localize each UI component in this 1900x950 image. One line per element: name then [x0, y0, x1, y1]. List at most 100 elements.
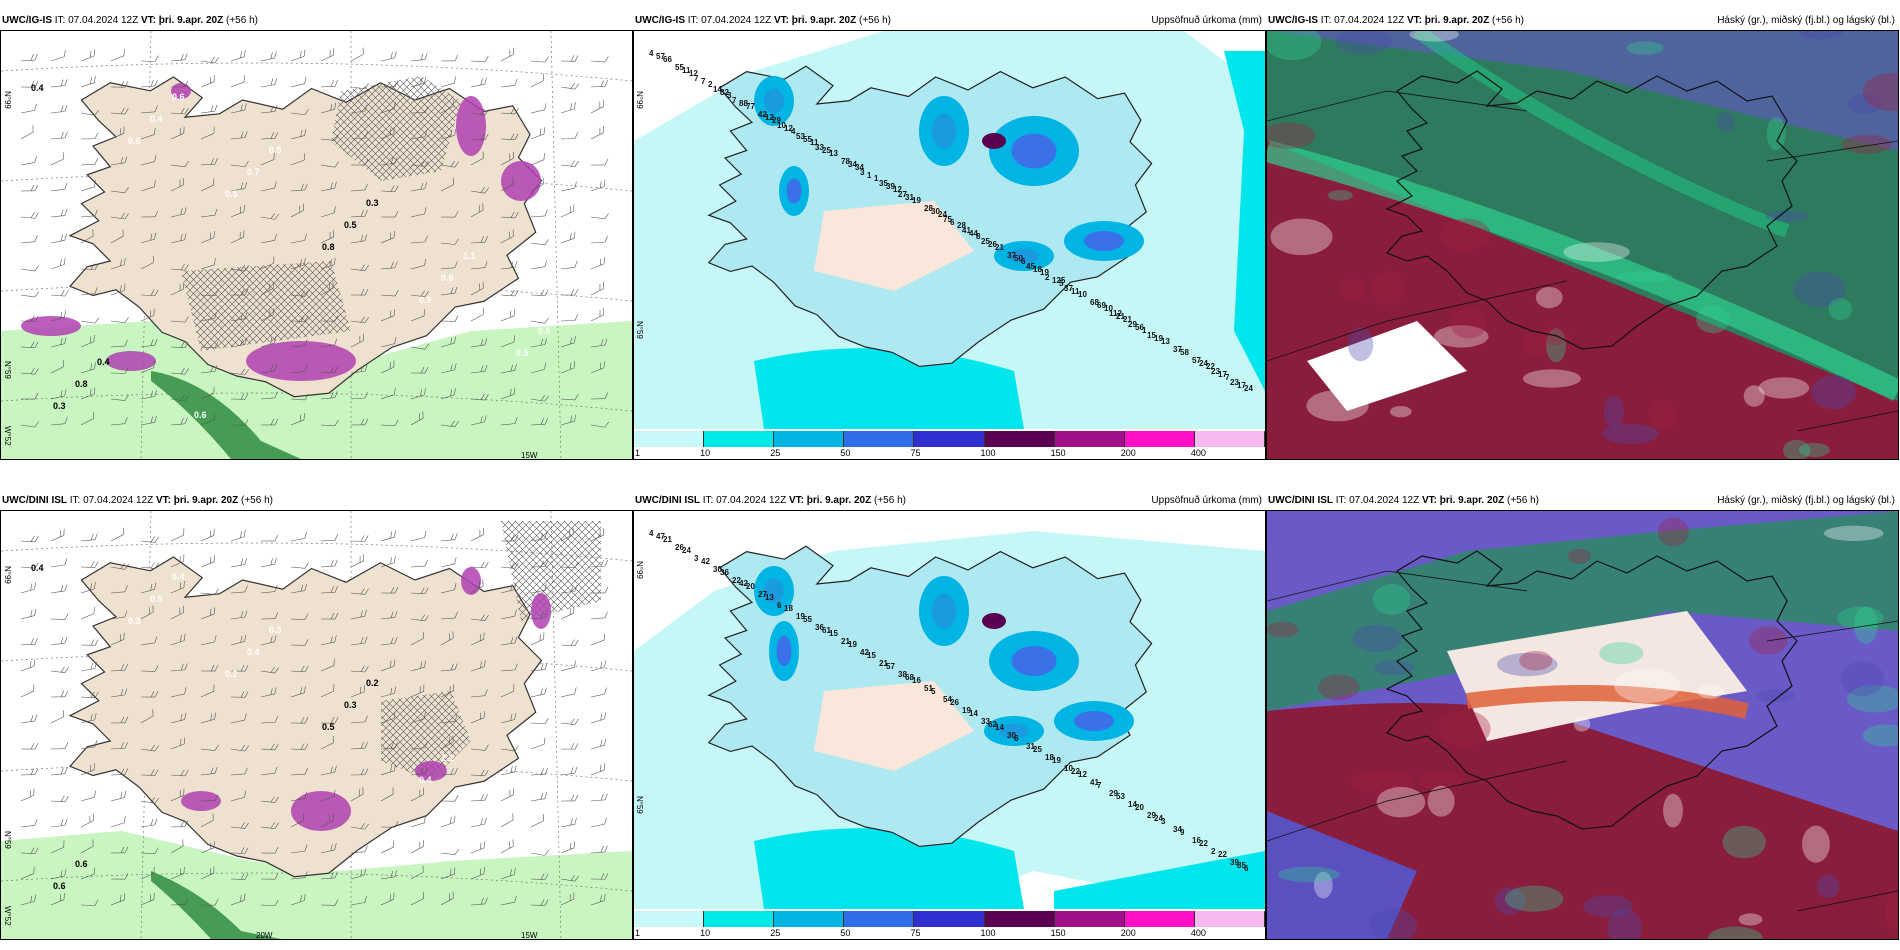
wind-barb: [20, 608, 37, 620]
precip-value-label: 0.9: [560, 304, 573, 314]
wind-barb: [500, 229, 514, 244]
wind-barb: [500, 562, 519, 569]
panel-subtitle: Háský (gr.), miðský (fj.bl.) og lágský (…: [1717, 495, 1895, 506]
cloud-map-canvas: [1267, 31, 1898, 459]
wind-barb: [350, 768, 369, 776]
wind-barb: [290, 813, 304, 828]
wind-barb: [110, 663, 128, 672]
wind-barb: [200, 588, 219, 595]
colorbar-tick: 75: [910, 448, 921, 458]
precip-value-label: 18: [784, 604, 793, 613]
precip-value-label: 55: [803, 615, 812, 624]
wind-barb: [230, 160, 249, 167]
iceland-outline: [1385, 550, 1798, 830]
wind-barb: [290, 109, 309, 116]
wind-barb: [590, 392, 609, 400]
wind-barb: [290, 153, 306, 166]
wind-barb: [410, 816, 426, 828]
wind-barb: [380, 840, 395, 854]
wind-barb: [410, 411, 424, 426]
wind-barb: [410, 76, 427, 88]
wind-barb: [20, 81, 39, 88]
wind-barb: [380, 742, 398, 750]
wind-barb: [410, 388, 426, 400]
wind-barb: [50, 528, 65, 542]
model-name: UWC/IG-IS: [635, 15, 685, 26]
wind-barb: [530, 899, 549, 906]
wind-barb: [350, 158, 369, 166]
wind-barb: [80, 229, 94, 244]
wind-barb: [50, 257, 66, 270]
wind-barb: [410, 343, 430, 350]
it-label: IT:: [54, 15, 66, 26]
colorbar-swatch: [984, 431, 1055, 447]
precip-value-label: 37: [1064, 284, 1073, 293]
wind-barb: [110, 585, 128, 594]
wind-barb: [110, 283, 126, 296]
precip-value-label: 55: [803, 135, 812, 144]
precip-blob: [21, 316, 81, 336]
wind-barb: [50, 289, 69, 297]
graticule-line: [1267, 280, 1568, 362]
wind-barb: [230, 847, 249, 854]
wind-barb: [470, 281, 484, 296]
model-name: UWC/IG-IS: [2, 15, 52, 26]
graticule-line: [1766, 140, 1898, 432]
wind-barb: [470, 841, 486, 854]
colorbar-swatch: [1194, 431, 1265, 447]
cloud-patch: [1616, 271, 1674, 283]
wind-barb: [230, 393, 249, 400]
wind-barb: [320, 871, 338, 880]
precip-value-label: 82: [720, 88, 729, 97]
wind-barb: [260, 51, 277, 62]
precip-value-label: 12: [689, 69, 698, 78]
precip-value-label: 16: [1192, 836, 1201, 845]
wind-barb: [80, 334, 95, 348]
cloud-patch: [1519, 650, 1553, 671]
wind-barb: [380, 337, 397, 348]
precip-value-label: 19: [1052, 756, 1061, 765]
precip-core: [786, 178, 802, 204]
wind-barb: [350, 822, 369, 830]
wind-barb: [260, 307, 274, 322]
wind-barb: [590, 308, 604, 322]
wind-barb: [80, 158, 98, 166]
precip-value-label: 10: [1078, 290, 1087, 299]
wind-barb: [20, 235, 38, 244]
precip-value-label: 28: [924, 204, 933, 213]
precip-value-label: 23: [1230, 378, 1239, 387]
precip-value-label: 12: [784, 124, 793, 133]
precip-value-label: 21: [1123, 315, 1132, 324]
wind-barb: [50, 79, 68, 88]
wind-barb: [380, 586, 399, 594]
wind-barb: [440, 611, 458, 620]
wind-barb: [530, 127, 545, 140]
cloud-patch: [1841, 134, 1892, 154]
precip-value-label: 3: [860, 168, 865, 177]
wind-barb: [350, 845, 368, 854]
wind-barb: [290, 315, 309, 322]
wind-barb: [260, 899, 279, 907]
wind-barb: [50, 742, 69, 750]
wind-barb: [320, 765, 337, 776]
wind-barb: [20, 125, 34, 140]
precip-value-label: 13: [1161, 337, 1170, 346]
precip-value-label: 42: [739, 579, 748, 588]
colorbar-tick: 10: [700, 448, 711, 458]
wind-barb: [590, 528, 605, 542]
precip-value-label: 19: [912, 196, 921, 205]
wind-barb: [350, 665, 369, 673]
colorbar-tick: 200: [1120, 928, 1136, 938]
wind-barb: [410, 530, 427, 542]
wind-barb: [410, 660, 427, 672]
wind-barb: [110, 563, 130, 570]
precip-value-label: 0.5: [269, 145, 282, 155]
wind-barb: [530, 560, 549, 568]
cloud-patch: [1802, 825, 1830, 863]
precip-map: 4 22 36 38 33 10 29 39 30 19 21 19 18 14 2 3 6 42 54 31 29 16…: [633, 510, 1266, 940]
precip-value-label: 0.6: [172, 92, 185, 102]
wind-barb: [230, 767, 248, 776]
precip-core: [999, 723, 1029, 739]
wind-barb: [80, 132, 99, 140]
wind-barb: [500, 133, 519, 140]
